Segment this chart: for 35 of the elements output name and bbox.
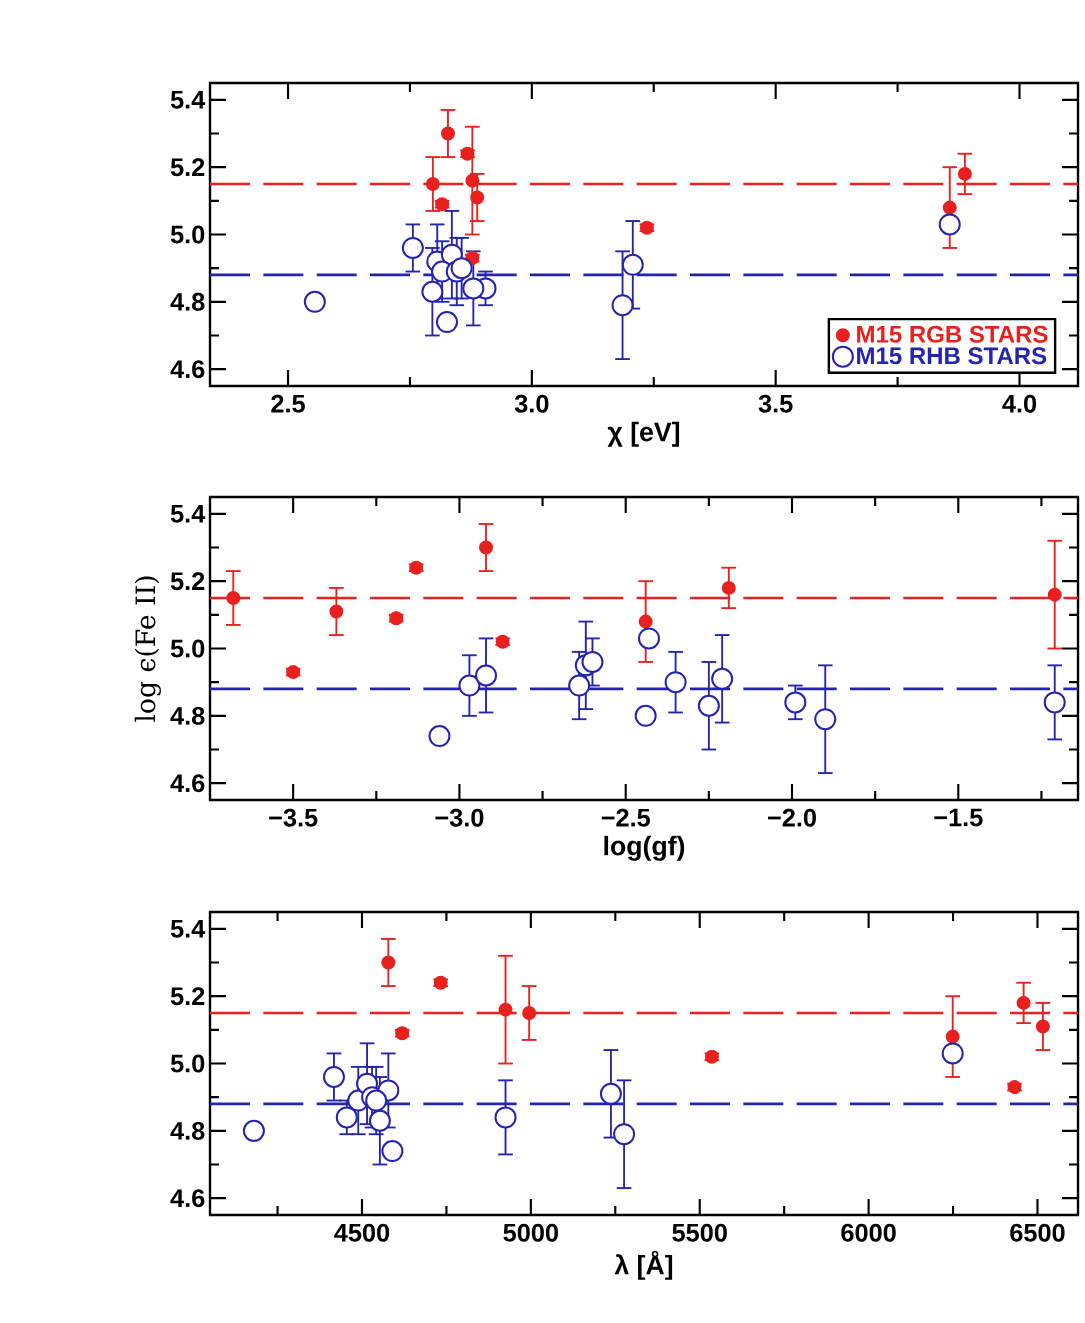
y-tick-label: 5.0	[170, 1054, 205, 1073]
y-tick-label: 4.6	[170, 1189, 205, 1208]
x-tick-label: −2.0	[768, 808, 816, 827]
y-tick-label: 5.4	[170, 920, 206, 938]
y-tick-label: 4.6	[170, 774, 205, 793]
x-axis-title: λ [Å]	[614, 1250, 673, 1280]
y-tick-label: 5.0	[170, 225, 205, 244]
legend-label: M15 RHB STARS	[857, 347, 1047, 365]
y-tick-label: 4.8	[170, 292, 205, 311]
y-tick-label: 5.2	[170, 158, 205, 177]
x-tick-label: 5500	[672, 1223, 727, 1242]
x-tick-label: −2.5	[601, 808, 651, 827]
x-tick-label: 4.0	[1002, 394, 1037, 413]
y-axis-title: log ϵ(Fe II)	[134, 576, 161, 722]
y-tick-label: 4.8	[170, 706, 205, 725]
legend-label: M15 RGB STARS	[857, 325, 1048, 343]
x-tick-label: −3.0	[435, 808, 484, 827]
x-tick-label: 6500	[1010, 1223, 1065, 1242]
x-axis-title: χ [eV]	[607, 421, 680, 447]
y-tick-label: 5.0	[170, 639, 205, 658]
x-tick-label: −1.5	[934, 808, 983, 827]
x-tick-label: 2.5	[271, 394, 305, 413]
x-tick-label: 3.5	[758, 394, 793, 413]
y-tick-label: 5.2	[170, 572, 205, 591]
y-tick-label: 4.8	[170, 1121, 205, 1140]
x-tick-label: −3.5	[269, 808, 318, 827]
y-tick-label: 5.2	[170, 987, 205, 1006]
x-axis-title: log(gf)	[604, 835, 685, 861]
y-tick-label: 4.6	[170, 360, 205, 379]
x-tick-label: 5000	[503, 1223, 558, 1242]
x-tick-label: 3.0	[514, 394, 549, 413]
y-tick-label: 5.4	[170, 91, 206, 109]
x-tick-label: 6000	[841, 1223, 896, 1242]
y-tick-label: 5.4	[170, 505, 206, 523]
x-tick-label: 4500	[334, 1223, 390, 1242]
